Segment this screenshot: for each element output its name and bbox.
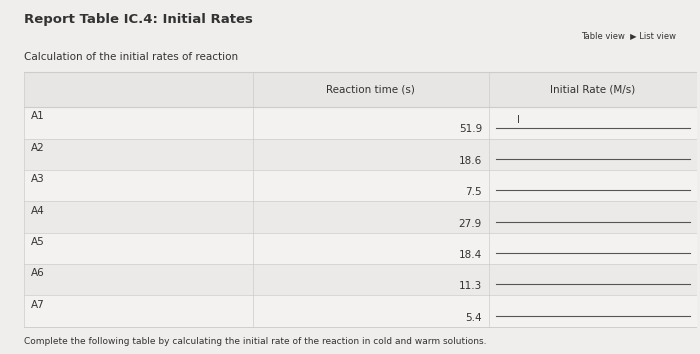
Text: Complete the following table by calculating the initial rate of the reaction in : Complete the following table by calculat… [24, 337, 486, 346]
Text: 51.9: 51.9 [458, 125, 482, 135]
Text: A1: A1 [31, 112, 44, 121]
Bar [24, 264, 697, 296]
Bar [24, 233, 697, 264]
Text: Initial Rate (M/s): Initial Rate (M/s) [550, 85, 636, 95]
Text: Table view  ▶ List view: Table view ▶ List view [582, 31, 676, 40]
Bar [24, 73, 697, 107]
Text: 18.6: 18.6 [458, 156, 482, 166]
Text: A5: A5 [31, 237, 44, 247]
Text: A7: A7 [31, 299, 44, 310]
Text: Calculation of the initial rates of reaction: Calculation of the initial rates of reac… [24, 52, 238, 62]
Text: Reaction time (s): Reaction time (s) [326, 85, 415, 95]
Bar [24, 107, 697, 139]
Bar [24, 201, 697, 233]
Bar [24, 296, 697, 327]
Text: Report Table IC.4: Initial Rates: Report Table IC.4: Initial Rates [24, 13, 253, 26]
Text: A6: A6 [31, 268, 44, 278]
Text: 7.5: 7.5 [466, 187, 482, 197]
Text: A4: A4 [31, 206, 44, 216]
Text: I: I [517, 115, 519, 125]
Text: 18.4: 18.4 [458, 250, 482, 260]
Text: 27.9: 27.9 [458, 218, 482, 229]
Text: A3: A3 [31, 174, 44, 184]
Bar [24, 139, 697, 170]
Text: 11.3: 11.3 [458, 281, 482, 291]
Bar [24, 170, 697, 201]
Text: A2: A2 [31, 143, 44, 153]
Text: 5.4: 5.4 [466, 313, 482, 322]
